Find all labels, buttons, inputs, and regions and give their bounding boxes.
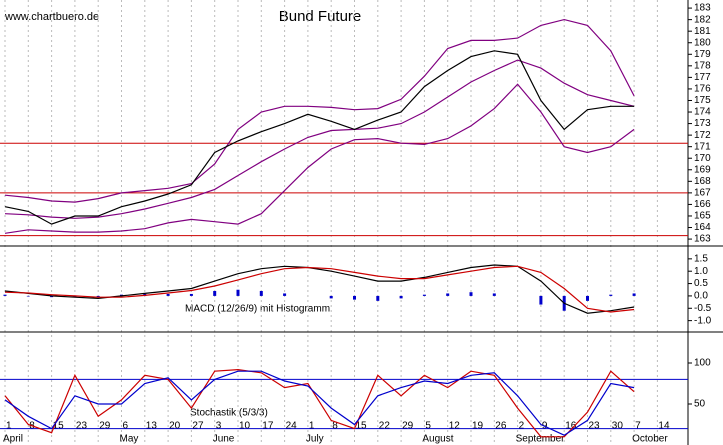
histogram-bar bbox=[3, 294, 7, 296]
x-tick-label: 10 bbox=[239, 421, 251, 432]
x-tick-label: 30 bbox=[612, 421, 624, 432]
series-line bbox=[4, 368, 635, 438]
x-tick-label: 23 bbox=[76, 421, 88, 432]
y-tick-label: -1.0 bbox=[694, 315, 712, 326]
y-tick-label: 181 bbox=[694, 26, 711, 37]
histogram-bar bbox=[329, 295, 333, 299]
series-line bbox=[4, 18, 635, 203]
y-tick-label: 169 bbox=[694, 164, 711, 175]
y-tick-label: 0.0 bbox=[694, 291, 708, 302]
month-label: September bbox=[516, 434, 566, 445]
series-line bbox=[4, 265, 635, 313]
histogram-bar bbox=[539, 295, 543, 305]
histogram-bar bbox=[236, 289, 240, 296]
histogram-bar bbox=[73, 295, 77, 298]
y-tick-label: 100 bbox=[694, 358, 711, 369]
histogram-bar bbox=[189, 293, 193, 296]
stoch-title: Stochastik (5/3/3) bbox=[190, 408, 268, 419]
x-tick-label: 1 bbox=[309, 421, 315, 432]
x-tick-label: 29 bbox=[99, 421, 111, 432]
macd-title: MACD (12/26/9) mit Histogramm bbox=[185, 304, 330, 315]
histogram-bar bbox=[213, 290, 217, 296]
x-tick-label: 5 bbox=[425, 421, 431, 432]
x-tick-label: 29 bbox=[402, 421, 414, 432]
y-tick-label: 174 bbox=[694, 107, 711, 118]
y-tick-label: 165 bbox=[694, 211, 711, 222]
x-tick-label: 15 bbox=[53, 421, 65, 432]
x-tick-label: 22 bbox=[379, 421, 391, 432]
histogram-bar bbox=[422, 294, 426, 296]
histogram-bar bbox=[96, 295, 100, 298]
histogram-bar bbox=[586, 295, 589, 301]
x-tick-label: 12 bbox=[449, 421, 461, 432]
month-label: October bbox=[632, 434, 668, 445]
series-line bbox=[4, 50, 635, 225]
x-tick-label: 7 bbox=[635, 421, 641, 432]
histogram-bar bbox=[376, 295, 380, 301]
x-tick-label: 17 bbox=[262, 421, 274, 432]
x-tick-label: 3 bbox=[216, 421, 222, 432]
x-tick-label: 23 bbox=[589, 421, 601, 432]
y-tick-label: 175 bbox=[694, 95, 711, 106]
x-tick-label: 6 bbox=[123, 421, 129, 432]
y-tick-label: 166 bbox=[694, 199, 711, 210]
histogram-bar bbox=[469, 292, 473, 296]
histogram-bar bbox=[166, 293, 170, 296]
y-tick-label: 167 bbox=[694, 188, 711, 199]
x-tick-label: 16 bbox=[565, 421, 577, 432]
y-tick-label: 183 bbox=[694, 3, 711, 14]
histogram-bar bbox=[259, 290, 263, 296]
month-label: April bbox=[3, 434, 23, 445]
histogram-bar bbox=[632, 293, 636, 296]
y-tick-label: 182 bbox=[694, 14, 711, 25]
x-tick-label: 27 bbox=[192, 421, 204, 432]
x-tick-label: 8 bbox=[332, 421, 338, 432]
x-tick-label: 24 bbox=[286, 421, 298, 432]
y-tick-label: 1.0 bbox=[694, 266, 708, 277]
histogram-bar bbox=[283, 293, 287, 296]
y-tick-label: 0.5 bbox=[694, 278, 708, 289]
y-tick-label: 164 bbox=[694, 222, 711, 233]
y-tick-label: 171 bbox=[694, 141, 711, 152]
y-tick-label: 177 bbox=[694, 72, 711, 83]
y-tick-label: 180 bbox=[694, 37, 711, 48]
x-tick-label: 2 bbox=[519, 421, 525, 432]
x-tick-label: 15 bbox=[356, 421, 368, 432]
x-tick-label: 19 bbox=[472, 421, 484, 432]
histogram-bar bbox=[50, 295, 54, 298]
x-tick-label: 13 bbox=[146, 421, 158, 432]
x-tick-label: 14 bbox=[658, 421, 670, 432]
y-tick-label: 1.5 bbox=[694, 253, 708, 264]
series-line bbox=[4, 83, 635, 234]
histogram-bar bbox=[399, 295, 403, 299]
y-tick-label: 178 bbox=[694, 60, 711, 71]
chart-title: Bund Future bbox=[279, 8, 362, 25]
x-tick-label: 1 bbox=[6, 421, 12, 432]
histogram-bar bbox=[492, 293, 496, 296]
y-tick-label: 179 bbox=[694, 49, 711, 60]
month-label: August bbox=[422, 434, 453, 445]
month-label: June bbox=[213, 434, 235, 445]
x-tick-label: 26 bbox=[495, 421, 507, 432]
y-tick-label: 163 bbox=[694, 234, 711, 245]
histogram-bar bbox=[353, 295, 356, 300]
series-line bbox=[4, 370, 635, 436]
y-tick-label: 170 bbox=[694, 153, 711, 164]
y-tick-label: 176 bbox=[694, 84, 711, 95]
y-tick-label: 50 bbox=[694, 399, 706, 410]
x-tick-label: 20 bbox=[169, 421, 181, 432]
histogram-bar bbox=[609, 294, 613, 296]
y-tick-label: 168 bbox=[694, 176, 711, 187]
y-tick-label: 172 bbox=[694, 130, 711, 141]
y-tick-label: -0.5 bbox=[694, 303, 712, 314]
month-label: July bbox=[306, 434, 324, 445]
series-line bbox=[4, 59, 635, 219]
y-tick-label: 173 bbox=[694, 118, 711, 129]
histogram-bar bbox=[446, 293, 450, 296]
month-label: May bbox=[120, 434, 139, 445]
